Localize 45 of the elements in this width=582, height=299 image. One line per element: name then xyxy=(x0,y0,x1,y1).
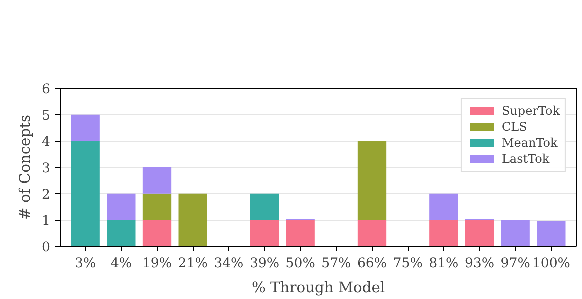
y-tick-label: 0 xyxy=(42,240,51,256)
x-tick-label: 66% xyxy=(357,256,388,272)
y-tick-label: 3 xyxy=(42,162,51,176)
x-tick-label: 39% xyxy=(250,256,280,272)
y-tick-label: 5 xyxy=(42,108,51,124)
y-axis-title: # of Concepts xyxy=(17,115,34,220)
bar xyxy=(107,194,136,220)
x-tick-label: 57% xyxy=(322,256,352,272)
bar xyxy=(250,194,280,220)
bar xyxy=(286,220,315,246)
x-tick-label: 81% xyxy=(429,256,459,272)
x-tick-label: 21% xyxy=(178,256,208,272)
legend-label: MeanTok xyxy=(502,136,558,150)
bar xyxy=(142,194,172,220)
bar xyxy=(142,220,172,246)
x-axis-title: % Through Model xyxy=(252,280,386,296)
bar xyxy=(465,220,494,246)
x-tick-label: 100% xyxy=(532,256,570,272)
bar xyxy=(142,168,172,194)
bar xyxy=(178,194,208,246)
bar xyxy=(430,220,458,246)
x-tick-label: 34% xyxy=(214,256,244,272)
x-tick-label: 4% xyxy=(110,256,132,272)
bar xyxy=(358,220,387,246)
x-tick-label: 75% xyxy=(393,256,423,272)
bar xyxy=(107,220,136,246)
bar xyxy=(430,194,458,220)
x-tick-label: 93% xyxy=(464,256,495,272)
bar xyxy=(71,114,100,142)
bar xyxy=(250,220,280,246)
bar xyxy=(501,220,530,246)
legend-label: CLS xyxy=(502,120,528,134)
x-tick-label: 3% xyxy=(75,256,96,272)
x-tick-label: 97% xyxy=(500,256,530,272)
y-tick-label: 2 xyxy=(42,188,51,203)
bar xyxy=(537,221,566,246)
legend-label: LastTok xyxy=(502,152,550,166)
bar xyxy=(71,141,100,246)
x-tick-label: 19% xyxy=(142,256,172,272)
bar xyxy=(358,141,387,220)
legend-label: SuperTok xyxy=(502,104,560,118)
y-tick-label: 6 xyxy=(42,82,51,98)
x-tick-label: 50% xyxy=(286,256,316,272)
y-tick-label: 1 xyxy=(42,214,51,230)
y-tick-label: 4 xyxy=(42,135,51,150)
